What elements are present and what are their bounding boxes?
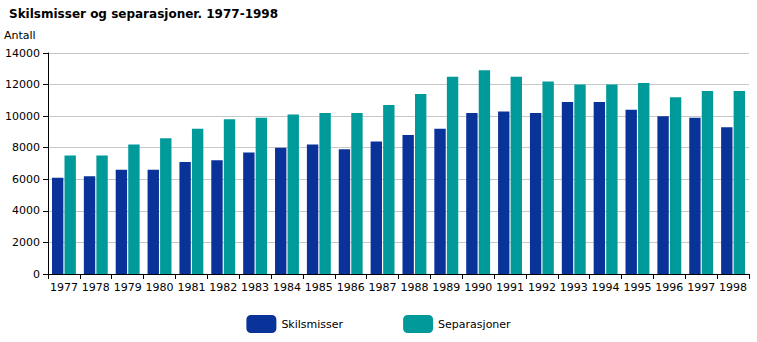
svg-text:1991: 1991: [496, 281, 524, 294]
svg-text:1983: 1983: [241, 281, 269, 294]
svg-text:1982: 1982: [209, 281, 237, 294]
svg-text:1992: 1992: [528, 281, 556, 294]
svg-text:1978: 1978: [82, 281, 110, 294]
svg-text:14000: 14000: [5, 47, 40, 60]
svg-text:1977: 1977: [50, 281, 78, 294]
svg-text:8000: 8000: [12, 141, 40, 154]
svg-text:0: 0: [33, 268, 40, 281]
svg-text:1986: 1986: [337, 281, 365, 294]
svg-text:4000: 4000: [12, 204, 40, 217]
svg-text:Separasjoner: Separasjoner: [438, 318, 511, 331]
svg-text:1980: 1980: [146, 281, 174, 294]
svg-text:Antall: Antall: [4, 29, 36, 42]
svg-text:1987: 1987: [369, 281, 397, 294]
svg-text:Skilsmisser og separasjoner. 1: Skilsmisser og separasjoner. 1977-1998: [9, 7, 278, 21]
svg-text:6000: 6000: [12, 173, 40, 186]
svg-text:12000: 12000: [5, 78, 40, 91]
svg-text:1990: 1990: [464, 281, 492, 294]
svg-text:1988: 1988: [400, 281, 428, 294]
svg-text:Skilsmisser: Skilsmisser: [281, 318, 343, 331]
svg-text:10000: 10000: [5, 110, 40, 123]
svg-text:1996: 1996: [655, 281, 683, 294]
svg-text:1997: 1997: [687, 281, 715, 294]
svg-text:1995: 1995: [623, 281, 651, 294]
svg-text:1984: 1984: [273, 281, 301, 294]
svg-text:1989: 1989: [432, 281, 460, 294]
svg-text:1985: 1985: [305, 281, 333, 294]
svg-text:1993: 1993: [560, 281, 588, 294]
svg-text:2000: 2000: [12, 236, 40, 249]
svg-text:1998: 1998: [719, 281, 747, 294]
svg-text:1981: 1981: [177, 281, 205, 294]
svg-text:1979: 1979: [114, 281, 142, 294]
svg-text:1994: 1994: [592, 281, 620, 294]
